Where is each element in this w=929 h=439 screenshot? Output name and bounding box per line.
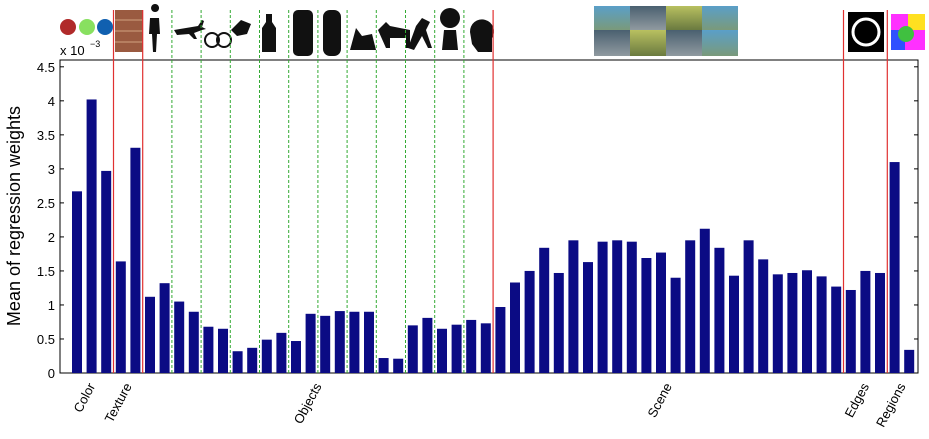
bar xyxy=(817,276,827,373)
y-multiplier-base: x 10 xyxy=(60,43,85,58)
bar xyxy=(554,273,564,373)
bar xyxy=(685,240,695,373)
y-tick-label: 3.5 xyxy=(37,128,55,143)
chart: x 10 −3 Mean of regression weights 0 0.5 1… xyxy=(0,0,929,434)
bar xyxy=(598,242,608,373)
bar xyxy=(612,240,622,373)
bar xyxy=(130,148,140,373)
bar xyxy=(393,359,403,373)
bar xyxy=(904,350,914,373)
bar xyxy=(364,312,374,373)
bar xyxy=(466,320,476,373)
bar xyxy=(379,358,389,373)
bar xyxy=(262,340,272,373)
bar xyxy=(729,276,739,373)
bar xyxy=(641,258,651,373)
bar xyxy=(145,297,155,373)
y-multiplier-exponent: −3 xyxy=(90,39,100,49)
group-label: Scene xyxy=(644,380,675,420)
y-tick-label: 2.5 xyxy=(37,196,55,211)
bar xyxy=(481,323,491,373)
bar xyxy=(656,253,666,373)
bar xyxy=(306,314,316,373)
bar xyxy=(101,171,111,373)
bar xyxy=(422,318,432,373)
bar xyxy=(860,271,870,373)
bar xyxy=(890,162,900,373)
bar xyxy=(758,259,768,373)
bar xyxy=(744,240,754,373)
bar xyxy=(276,333,286,373)
bar xyxy=(627,242,637,373)
group-label: Edges xyxy=(841,380,872,420)
y-tick-label: 4.5 xyxy=(37,60,55,75)
bar xyxy=(247,348,257,373)
bar xyxy=(787,273,797,373)
bar xyxy=(875,273,885,373)
bar xyxy=(174,302,184,373)
bar xyxy=(349,312,359,373)
bar xyxy=(495,307,505,373)
group-label: Objects xyxy=(291,380,325,426)
bar xyxy=(291,341,301,373)
y-tick-label: 4 xyxy=(48,94,55,109)
bar xyxy=(583,262,593,373)
bar xyxy=(72,191,82,373)
bar xyxy=(671,278,681,373)
group-label: Regions xyxy=(873,380,909,430)
bar xyxy=(714,248,724,373)
y-tick-label: 2 xyxy=(48,230,55,245)
bar xyxy=(568,240,578,373)
bar xyxy=(846,290,856,373)
bar xyxy=(525,271,535,373)
bar xyxy=(218,329,228,373)
bar xyxy=(831,287,841,373)
bar xyxy=(335,311,345,373)
bar xyxy=(802,270,812,373)
y-tick-label: 3 xyxy=(48,162,55,177)
bar xyxy=(437,329,447,373)
bar xyxy=(233,351,243,373)
group-label: Color xyxy=(70,380,98,415)
bar xyxy=(510,283,520,373)
y-tick-label: 0 xyxy=(48,366,55,381)
bar xyxy=(203,327,213,373)
group-label: Texture xyxy=(101,380,134,425)
bar xyxy=(700,229,710,373)
bar xyxy=(539,248,549,373)
bar xyxy=(87,99,97,373)
bar xyxy=(773,274,783,373)
y-axis-label: Mean of regression weights xyxy=(4,106,24,326)
bar xyxy=(320,316,330,373)
y-tick-label: 1 xyxy=(48,298,55,313)
y-tick-label: 0.5 xyxy=(37,332,55,347)
bar xyxy=(160,283,170,373)
bar xyxy=(408,325,418,373)
bar xyxy=(116,261,126,373)
bar xyxy=(452,325,462,373)
y-tick-label: 1.5 xyxy=(37,264,55,279)
bar xyxy=(189,312,199,373)
